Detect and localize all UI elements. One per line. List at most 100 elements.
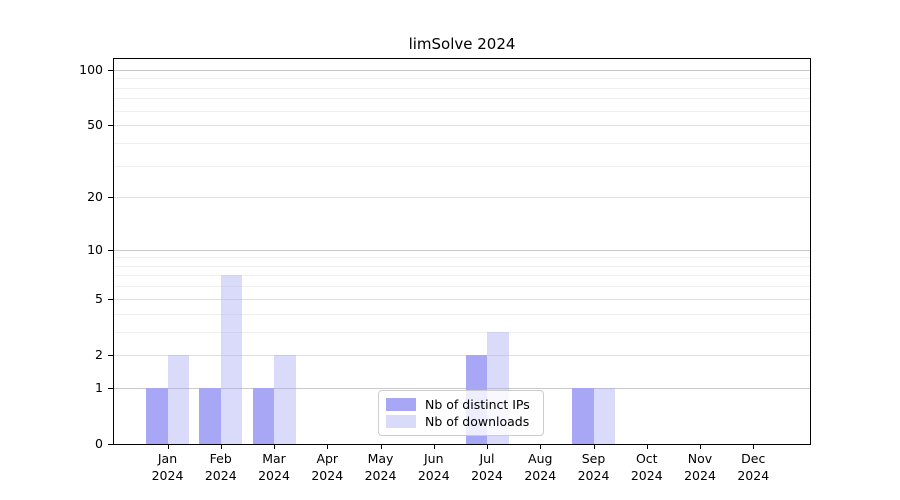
x-tick-label: Jul 2024 xyxy=(447,451,527,484)
plot-area: Nb of distinct IPs Nb of downloads xyxy=(113,58,811,444)
y-gridline xyxy=(113,197,811,199)
y-gridline xyxy=(113,249,811,251)
x-tick-year: 2024 xyxy=(630,467,663,483)
x-tick-year: 2024 xyxy=(364,467,397,483)
x-tick-mark xyxy=(540,445,542,449)
y-gridline-minor xyxy=(113,87,811,89)
bar-mar-downloads xyxy=(274,354,296,444)
x-tick-month: Jun xyxy=(423,451,444,466)
bar-mar-ips xyxy=(252,387,274,444)
spine-bottom xyxy=(113,444,811,445)
bar-jan-ips xyxy=(146,387,168,444)
x-tick-mark xyxy=(433,445,435,449)
x-tick-month: Sep xyxy=(581,451,606,466)
y-tick-label: 0 xyxy=(95,436,103,451)
x-tick-year: 2024 xyxy=(204,467,237,483)
x-tick-mark xyxy=(753,445,755,449)
y-tick-mark xyxy=(108,197,113,199)
legend-item-distinct-ips: Nb of distinct IPs xyxy=(386,397,536,412)
x-tick-mark xyxy=(593,445,595,449)
legend-label-distinct-ips: Nb of distinct IPs xyxy=(425,396,530,412)
x-tick-year: 2024 xyxy=(471,467,503,483)
chart-title: limSolve 2024 xyxy=(408,35,516,53)
y-tick-label: 5 xyxy=(95,290,103,306)
y-tick-mark xyxy=(108,387,113,389)
x-tick-month: Dec xyxy=(741,451,766,466)
spine-left xyxy=(113,58,114,445)
x-tick-label: May 2024 xyxy=(341,451,421,484)
x-tick-mark xyxy=(220,445,222,449)
x-tick-label: Jan 2024 xyxy=(128,451,208,484)
x-tick-month: Nov xyxy=(687,451,713,466)
bar-jan-downloads xyxy=(167,354,189,444)
legend-label-downloads: Nb of downloads xyxy=(425,414,530,430)
y-gridline xyxy=(113,354,811,356)
y-gridline-minor xyxy=(113,286,811,288)
y-tick-mark xyxy=(108,298,113,300)
x-tick-year: 2024 xyxy=(577,467,610,483)
y-gridline-minor xyxy=(113,98,811,100)
x-tick-mark xyxy=(487,445,488,449)
x-tick-label: Dec 2024 xyxy=(713,451,793,484)
y-tick-label: 100 xyxy=(79,61,103,77)
spine-right xyxy=(810,58,811,445)
y-gridline-minor xyxy=(113,142,811,144)
y-tick-mark xyxy=(108,444,113,445)
y-gridline-minor xyxy=(113,275,811,277)
x-tick-label: Apr 2024 xyxy=(287,451,367,484)
y-tick-mark xyxy=(108,354,113,356)
x-tick-year: 2024 xyxy=(684,467,716,483)
y-gridline-minor xyxy=(113,110,811,112)
x-tick-year: 2024 xyxy=(151,467,184,483)
y-gridline-minor xyxy=(113,257,811,259)
y-gridline xyxy=(113,69,811,71)
y-gridline-minor xyxy=(113,265,811,267)
y-gridline-minor xyxy=(113,78,811,80)
x-tick-year: 2024 xyxy=(258,467,290,483)
y-gridline xyxy=(113,125,811,127)
x-tick-label: Aug 2024 xyxy=(500,451,580,484)
x-tick-mark xyxy=(327,445,329,449)
y-gridline-minor xyxy=(113,331,811,333)
x-tick-month: Apr xyxy=(316,451,339,466)
x-tick-month: Feb xyxy=(209,451,232,466)
bar-feb-downloads xyxy=(220,275,243,444)
legend-swatch-downloads xyxy=(386,415,416,429)
legend-item-downloads: Nb of downloads xyxy=(386,414,536,429)
y-tick-mark xyxy=(108,69,113,71)
x-tick-month: May xyxy=(367,451,394,466)
y-tick-label: 2 xyxy=(95,346,103,362)
x-tick-label: Jun 2024 xyxy=(394,451,474,484)
y-tick-label: 50 xyxy=(87,117,103,133)
x-tick-year: 2024 xyxy=(524,467,557,483)
y-tick-label: 20 xyxy=(87,189,103,205)
x-tick-mark xyxy=(274,445,275,449)
x-tick-year: 2024 xyxy=(737,467,770,483)
x-tick-label: Oct 2024 xyxy=(607,451,687,484)
y-tick-mark xyxy=(108,249,113,251)
legend: Nb of distinct IPs Nb of downloads xyxy=(378,390,544,436)
x-tick-label: Feb 2024 xyxy=(181,451,261,484)
y-gridline-minor xyxy=(113,313,811,315)
bar-sep-ips xyxy=(572,387,594,444)
x-tick-month: Jul xyxy=(479,451,495,466)
y-gridline xyxy=(113,387,811,389)
spine-top xyxy=(113,58,811,59)
x-tick-month: Jan xyxy=(157,451,178,466)
y-tick-label: 1 xyxy=(95,379,103,395)
x-tick-month: Aug xyxy=(528,451,553,466)
legend-swatch-distinct-ips xyxy=(386,397,416,411)
y-gridline-minor xyxy=(113,165,811,167)
y-tick-mark xyxy=(108,125,113,127)
x-tick-year: 2024 xyxy=(311,467,344,483)
y-gridline xyxy=(113,298,811,300)
x-tick-month: Mar xyxy=(262,451,286,466)
x-tick-label: Mar 2024 xyxy=(234,451,314,484)
x-tick-mark xyxy=(380,445,382,449)
bar-feb-ips xyxy=(199,387,221,444)
x-tick-month: Oct xyxy=(635,451,658,466)
bar-sep-downloads xyxy=(593,387,615,444)
x-tick-mark xyxy=(700,445,701,449)
x-tick-label: Sep 2024 xyxy=(554,451,634,484)
